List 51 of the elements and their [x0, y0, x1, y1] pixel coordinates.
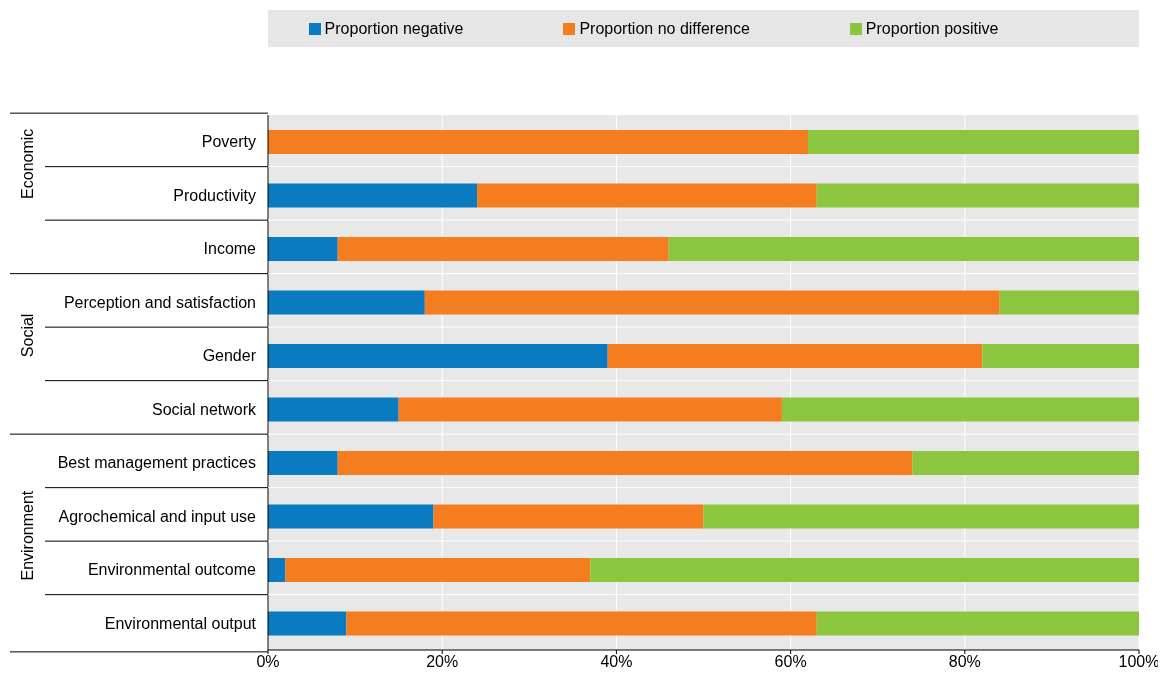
bar	[285, 558, 591, 582]
legend-label: Proportion negative	[324, 19, 464, 37]
bar	[268, 611, 347, 636]
x-tick-label: 100%	[1118, 653, 1160, 671]
x-tick-label: 60%	[774, 653, 807, 671]
y-tick-label: Poverty	[201, 133, 256, 151]
y-tick-label: Environmental output	[104, 614, 257, 632]
bar	[808, 130, 1139, 154]
x-tick-label: 0%	[256, 653, 280, 671]
y-tick-label: Productivity	[173, 186, 256, 204]
bar	[268, 130, 809, 154]
bar	[337, 237, 669, 261]
bar	[912, 451, 1139, 475]
bar	[268, 183, 478, 208]
legend-label: Proportion no difference	[579, 19, 750, 37]
y-tick-label: Agrochemical and input use	[58, 507, 257, 525]
y-tick-label: Gender	[202, 347, 257, 365]
bar	[999, 290, 1139, 315]
bar	[607, 344, 983, 368]
bar	[424, 290, 1000, 315]
y-tick-label: Perception and satisfaction	[63, 293, 256, 311]
y-tick-label: Environmental outcome	[87, 561, 257, 579]
x-tick-label: 40%	[600, 653, 633, 671]
bar	[268, 237, 338, 261]
text: Environment	[19, 490, 37, 581]
bar	[433, 504, 704, 529]
bar	[816, 611, 1139, 636]
bar	[590, 558, 1139, 582]
bar	[268, 451, 338, 475]
bar	[816, 183, 1139, 208]
bar	[268, 397, 399, 422]
bar	[268, 504, 434, 529]
bar	[398, 397, 782, 422]
y-tick-label: Social network	[151, 400, 257, 418]
legend-label: Proportion positive	[865, 19, 999, 37]
bar	[477, 183, 817, 208]
x-tick-label: 20%	[426, 653, 459, 671]
bar	[668, 237, 1139, 261]
text: Economic	[19, 128, 37, 199]
y-tick-label: Income	[203, 240, 257, 258]
x-tick-label: 80%	[948, 653, 981, 671]
bar	[982, 344, 1139, 368]
bar	[781, 397, 1139, 422]
bar	[268, 290, 425, 315]
bar	[703, 504, 1139, 529]
bar	[337, 451, 913, 475]
bar	[268, 558, 286, 582]
y-tick-label: Best management practices	[57, 454, 256, 472]
bar	[268, 344, 608, 368]
text: Social	[19, 313, 37, 358]
bar	[346, 611, 817, 636]
